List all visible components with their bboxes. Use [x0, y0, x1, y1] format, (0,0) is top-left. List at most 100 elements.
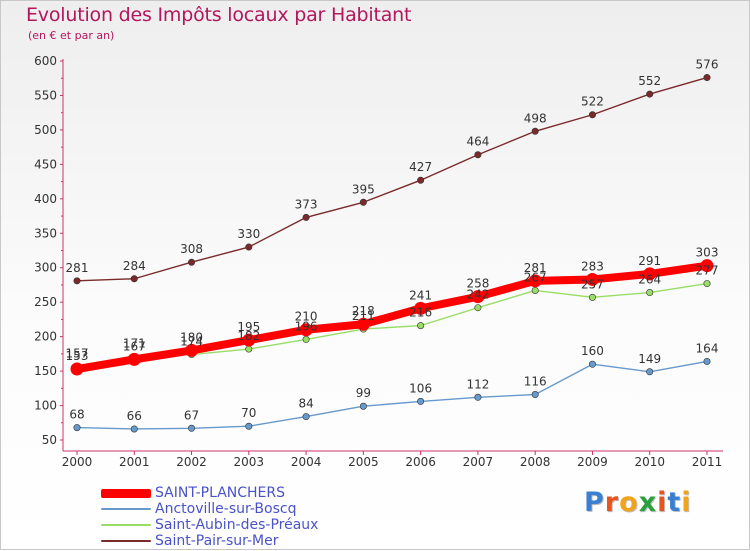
data-point-anctoville-sur-boscq [588, 360, 596, 368]
data-point-anctoville-sur-boscq [417, 397, 425, 405]
logo-letter: t [667, 487, 682, 518]
data-label-saint-planchers: 210 [295, 310, 318, 324]
data-label-anctoville-sur-boscq: 99 [356, 386, 371, 400]
data-point-saint-pair-sur-mer [588, 111, 596, 119]
data-label-anctoville-sur-boscq: 68 [69, 408, 84, 422]
y-tick-label: 350 [34, 226, 57, 240]
logo-letter: o [619, 487, 639, 518]
data-label-saint-pair-sur-mer: 308 [180, 242, 203, 256]
data-point-anctoville-sur-boscq [73, 424, 81, 432]
data-label-saint-aubin-des-preaux: 171 [123, 337, 146, 351]
legend-swatch [101, 508, 151, 510]
data-point-saint-aubin-des-preaux [417, 322, 425, 330]
data-label-saint-planchers: 303 [696, 246, 719, 260]
data-point-saint-planchers [585, 272, 599, 286]
data-point-saint-aubin-des-preaux [474, 304, 482, 312]
chart-title: Evolution des Impôts locaux par Habitant [26, 4, 412, 26]
x-tick-label: 2009 [577, 455, 608, 469]
logo-letter: i [681, 487, 692, 518]
data-point-saint-pair-sur-mer [531, 127, 539, 135]
data-label-anctoville-sur-boscq: 66 [127, 409, 142, 423]
data-point-anctoville-sur-boscq [531, 391, 539, 399]
series-line-saint-planchers [73, 261, 711, 374]
data-point-saint-planchers [414, 301, 428, 315]
data-label-saint-aubin-des-preaux: 182 [237, 329, 260, 343]
chart-subtitle: (en € et par an) [28, 29, 115, 42]
series-line-saint-pair-sur-mer [76, 76, 708, 282]
data-point-saint-aubin-des-preaux [703, 280, 711, 288]
data-point-saint-pair-sur-mer [245, 243, 253, 251]
data-label-saint-planchers: 167 [123, 339, 146, 353]
data-label-saint-pair-sur-mer: 576 [696, 58, 719, 72]
y-tick-label: 400 [34, 192, 57, 206]
data-point-saint-pair-sur-mer [302, 213, 310, 221]
x-tick-label: 2005 [348, 455, 379, 469]
data-label-anctoville-sur-boscq: 160 [581, 344, 604, 358]
data-point-anctoville-sur-boscq [359, 402, 367, 410]
data-point-anctoville-sur-boscq [703, 357, 711, 365]
logo-letter: i [657, 487, 668, 518]
legend-swatch [101, 488, 151, 498]
y-tick-label: 450 [34, 157, 57, 171]
x-tick-label: 2002 [176, 455, 207, 469]
data-point-saint-pair-sur-mer [417, 176, 425, 184]
proxiti-logo: Proxiti [584, 487, 692, 518]
data-label-saint-pair-sur-mer: 522 [581, 95, 604, 109]
x-tick-label: 2000 [62, 455, 93, 469]
data-label-saint-aubin-des-preaux: 216 [409, 306, 432, 320]
data-point-saint-pair-sur-mer [359, 198, 367, 206]
data-label-saint-aubin-des-preaux: 211 [352, 309, 375, 323]
data-point-anctoville-sur-boscq [130, 425, 138, 433]
x-tick-label: 2004 [291, 455, 322, 469]
y-tick-label: 100 [34, 399, 57, 413]
data-point-saint-planchers [242, 333, 256, 347]
data-point-saint-aubin-des-preaux [588, 293, 596, 301]
data-point-anctoville-sur-boscq [245, 422, 253, 430]
logo-letter: r [604, 487, 620, 518]
data-point-saint-planchers [299, 323, 313, 337]
data-label-saint-aubin-des-preaux: 257 [581, 277, 604, 291]
data-point-anctoville-sur-boscq [646, 368, 654, 376]
data-label-saint-aubin-des-preaux: 157 [66, 346, 89, 360]
data-label-saint-pair-sur-mer: 427 [409, 160, 432, 174]
series-line-anctoville-sur-boscq [76, 360, 708, 430]
data-point-saint-planchers [528, 274, 542, 288]
data-point-saint-planchers [356, 317, 370, 331]
data-label-anctoville-sur-boscq: 116 [524, 375, 547, 389]
x-tick-label: 2008 [520, 455, 551, 469]
data-point-saint-aubin-des-preaux [646, 289, 654, 297]
data-label-saint-planchers: 218 [352, 304, 375, 318]
logo-letter: P [584, 487, 605, 518]
data-label-saint-planchers: 281 [524, 261, 547, 275]
data-point-anctoville-sur-boscq [188, 424, 196, 432]
data-label-saint-planchers: 195 [237, 320, 260, 334]
data-label-saint-aubin-des-preaux: 277 [696, 264, 719, 278]
y-tick-label: 500 [34, 123, 57, 137]
legend-label: Saint-Pair-sur-Mer [155, 533, 279, 549]
data-label-saint-pair-sur-mer: 552 [638, 74, 661, 88]
data-label-saint-pair-sur-mer: 330 [237, 227, 260, 241]
data-label-saint-pair-sur-mer: 498 [524, 111, 547, 125]
data-label-saint-aubin-des-preaux: 264 [638, 273, 661, 287]
data-point-saint-planchers [471, 290, 485, 304]
y-tick-label: 600 [34, 54, 57, 68]
data-label-saint-aubin-des-preaux: 196 [295, 319, 318, 333]
data-point-saint-pair-sur-mer [73, 277, 81, 285]
data-point-saint-pair-sur-mer [703, 74, 711, 82]
data-label-saint-aubin-des-preaux: 242 [466, 288, 489, 302]
data-point-saint-planchers [185, 343, 199, 357]
data-point-saint-planchers [127, 352, 141, 366]
legend-label: Anctoville-sur-Boscq [155, 501, 297, 517]
data-point-saint-aubin-des-preaux [245, 345, 253, 353]
data-label-anctoville-sur-boscq: 149 [638, 352, 661, 366]
legend-label: SAINT-PLANCHERS [155, 485, 286, 501]
x-tick-label: 2007 [463, 455, 494, 469]
y-tick-label: 250 [34, 295, 57, 309]
x-tick-label: 2011 [692, 455, 723, 469]
data-point-anctoville-sur-boscq [474, 393, 482, 401]
data-label-anctoville-sur-boscq: 112 [466, 377, 489, 391]
data-point-saint-pair-sur-mer [646, 90, 654, 98]
x-tick-label: 2010 [634, 455, 665, 469]
